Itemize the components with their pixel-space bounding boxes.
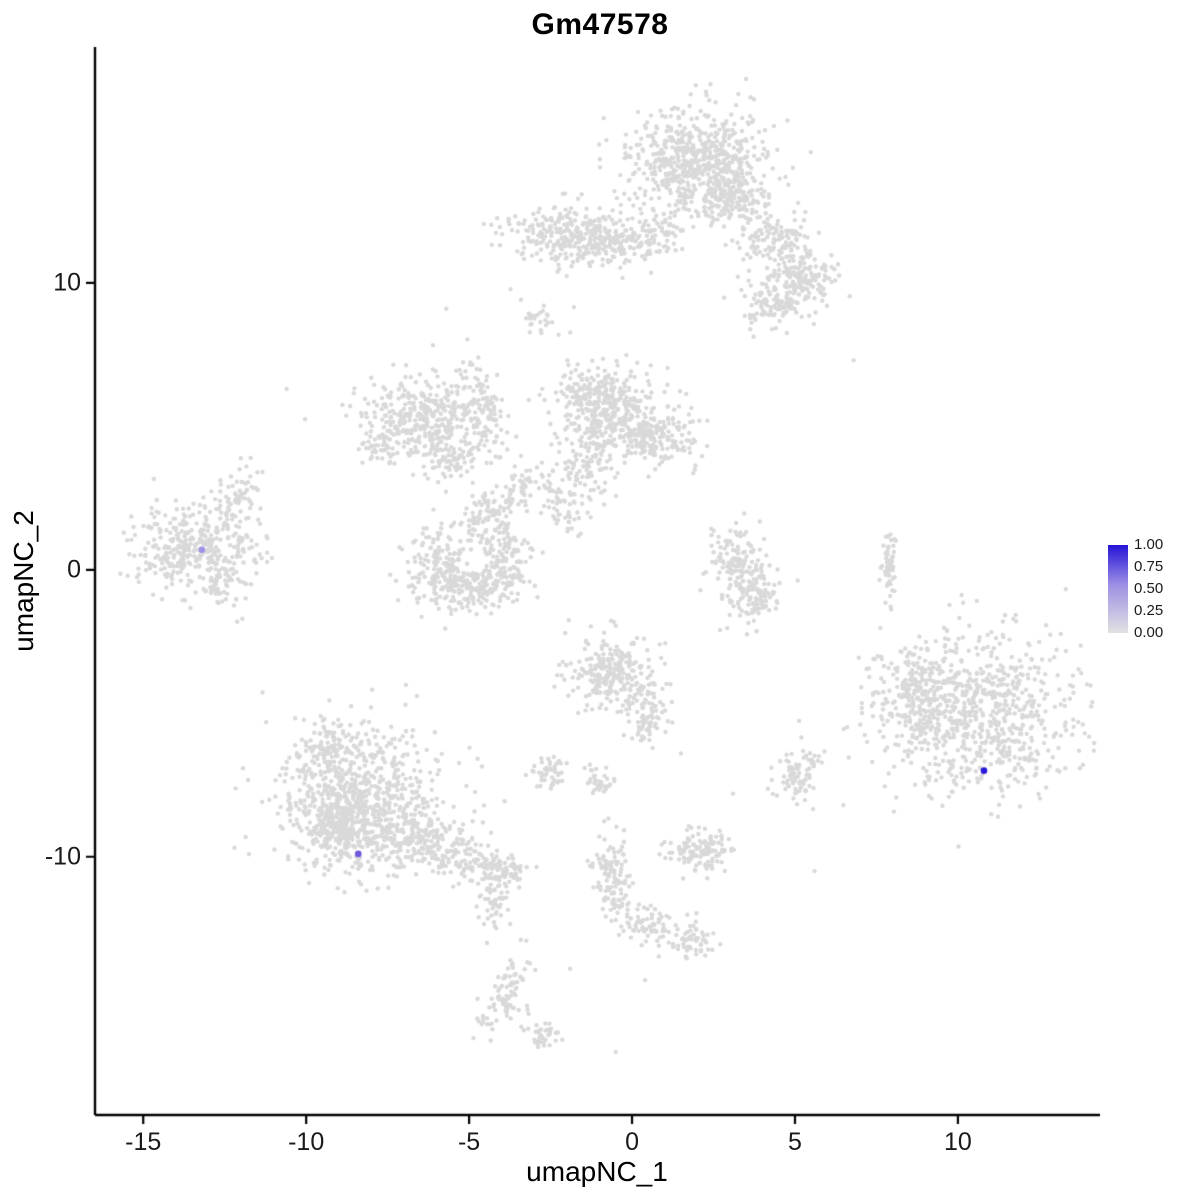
x-tick-label: 0 — [625, 1128, 639, 1156]
legend-tick-label: 0.25 — [1134, 602, 1164, 619]
colorbar-gradient — [1108, 545, 1128, 633]
y-axis-title: umapNC_2 — [8, 510, 39, 652]
x-axis-title: umapNC_1 — [526, 1156, 668, 1187]
y-tick-label: 10 — [53, 268, 81, 297]
y-tick-label: 0 — [67, 555, 81, 584]
legend-tick-label: 0.50 — [1134, 580, 1164, 597]
colorbar-tick-labels: 1.00 0.75 0.50 0.25 0.00 — [1134, 537, 1163, 641]
x-tick-label: 5 — [788, 1128, 802, 1156]
legend-tick-label: 1.00 — [1134, 536, 1164, 553]
expression-colorbar-legend: 1.00 0.75 0.50 0.25 0.00 — [1108, 537, 1198, 644]
legend-tick-label: 0.00 — [1134, 624, 1164, 641]
x-tick-label: -15 — [125, 1128, 162, 1156]
x-tick-label: 10 — [944, 1128, 972, 1156]
x-tick-label: -10 — [288, 1128, 325, 1156]
y-tick-label: -10 — [44, 842, 81, 871]
x-tick-label: -5 — [457, 1128, 481, 1156]
legend-tick-label: 0.75 — [1134, 558, 1164, 575]
